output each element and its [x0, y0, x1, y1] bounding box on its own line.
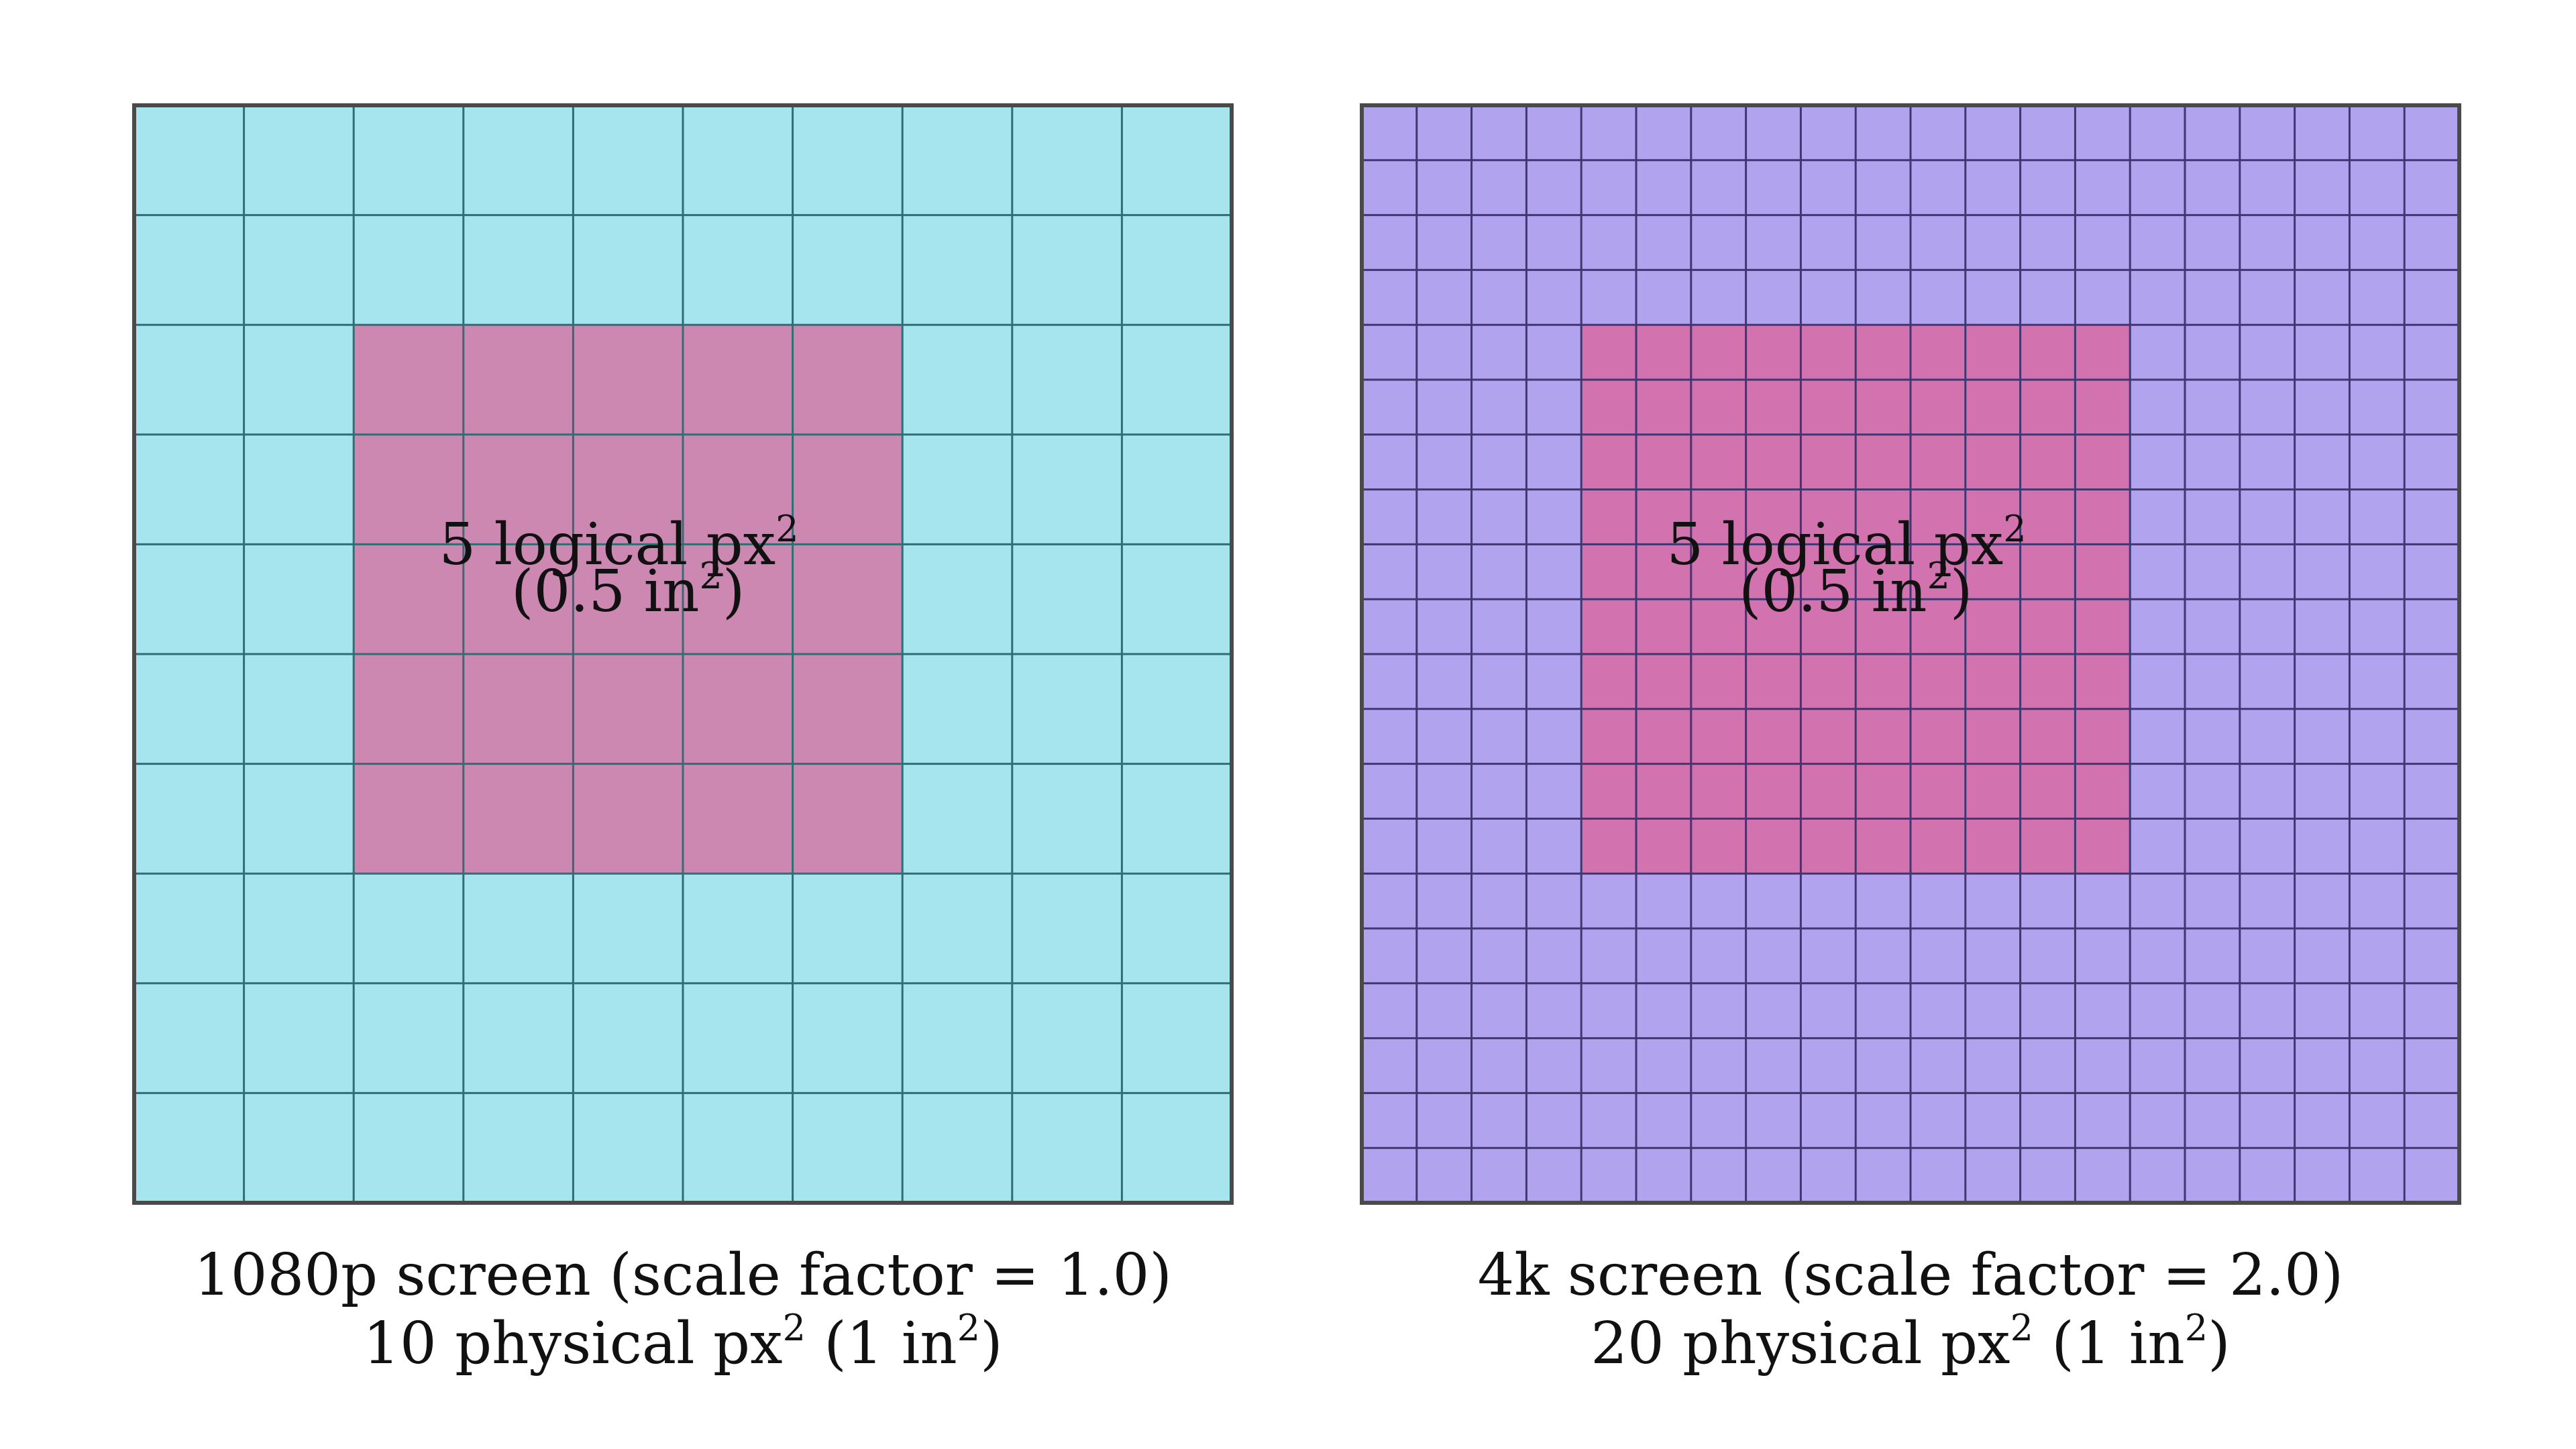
superscript: 2 [2003, 508, 2026, 550]
caption-4k: 4k screen (scale factor = 2.0) [1478, 1242, 2344, 1309]
caption-4k-detail: 20 physical px2 (1 in2) [1591, 1307, 2230, 1377]
panel-4k: 5 logical px2 (0.5 in2) [1360, 103, 2461, 1205]
screen-4k-border [1360, 103, 2461, 1205]
panel-1080p: 5 logical px2 (0.5 in2) [132, 103, 1234, 1205]
superscript: 2 [700, 555, 722, 597]
superscript: 2 [2185, 1307, 2208, 1349]
logical-area-highlight [354, 325, 903, 874]
logical-area-label: 5 logical px2 (0.5 in2) [439, 488, 816, 625]
physical-pixel-grid [134, 105, 1232, 1203]
superscript: 2 [1927, 555, 1950, 597]
physical-pixel-grid [1362, 105, 2459, 1203]
logical-area-label: 5 logical px2 (0.5 in2) [1666, 488, 2044, 625]
screen-1080p-border [132, 103, 1234, 1205]
superscript: 2 [2010, 1307, 2033, 1349]
caption-1080p-detail: 10 physical px2 (1 in2) [363, 1307, 1002, 1377]
superscript: 2 [775, 508, 798, 550]
caption-1080p: 1080p screen (scale factor = 1.0) [194, 1242, 1172, 1309]
superscript: 2 [783, 1307, 806, 1349]
superscript: 2 [957, 1307, 980, 1349]
